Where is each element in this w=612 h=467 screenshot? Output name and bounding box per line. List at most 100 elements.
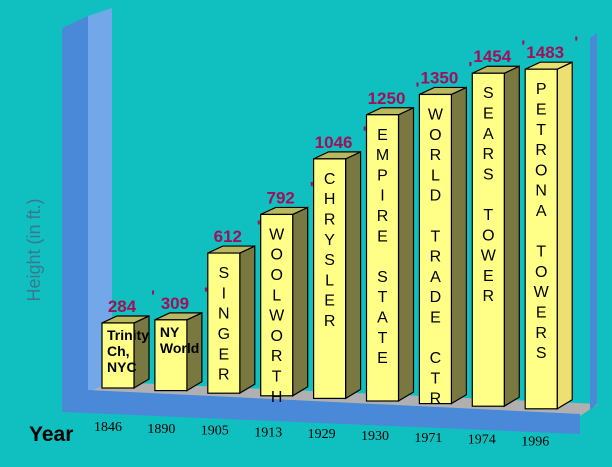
bar-label-letter: G <box>218 326 230 343</box>
value-label: 1350 <box>420 68 458 87</box>
floor-front-slab <box>62 390 580 434</box>
bar-side <box>239 245 256 395</box>
bar-label-letter: W <box>269 308 285 325</box>
bar-label-letter: P <box>377 167 388 184</box>
bar-label-letter: A <box>377 309 388 326</box>
bar-side <box>345 150 362 400</box>
bar-label-letter: R <box>218 367 230 384</box>
bar-label-letter: D <box>430 188 442 205</box>
bar-label-letter: S <box>377 269 388 286</box>
bar-label-letter: R <box>377 208 389 225</box>
value-suffix: ' <box>204 284 208 303</box>
bar-label-letter: T <box>431 228 441 245</box>
y-axis-label: Height (in ft.) <box>24 198 44 301</box>
bar-label-letter: E <box>377 350 388 367</box>
bar-label-line: World <box>160 340 199 356</box>
bar-label-letter: A <box>430 269 441 286</box>
x-tick-label: 1890 <box>147 422 175 437</box>
value-suffix: ' <box>257 217 261 236</box>
bar-label-letter: O <box>429 127 441 144</box>
bar-label-letter: W <box>428 106 444 123</box>
bar-label-letter: L <box>325 272 334 289</box>
bar-label-letter: E <box>536 101 547 118</box>
bar-label-letter: E <box>377 228 388 245</box>
value-suffix: ' <box>574 33 578 52</box>
bar-label-letter: E <box>324 293 335 310</box>
bar-label-letter: S <box>483 166 494 183</box>
bar-label-letter: C <box>430 350 442 367</box>
x-tick-label: 1846 <box>94 420 122 435</box>
bar-label-letter: T <box>431 370 441 387</box>
x-tick-label: 1974 <box>468 433 496 448</box>
bar-label-letter: D <box>430 289 442 306</box>
bar-label-letter: A <box>536 203 547 220</box>
bar-label-letter: O <box>270 328 282 345</box>
bar-front <box>313 158 347 399</box>
value-label: 309 <box>161 294 189 313</box>
bar-front <box>207 252 241 394</box>
bar-label-line: NY <box>160 324 180 340</box>
x-tick-label: 1929 <box>308 427 336 442</box>
bar-label-letter: R <box>430 391 442 408</box>
bar-label-line: Ch, <box>107 343 130 359</box>
value-label: 792 <box>267 188 295 207</box>
bar-label-letter: S <box>483 85 494 102</box>
value-label: 284 <box>108 297 137 316</box>
value-suffix: ' <box>363 123 367 142</box>
bar-label-letter: S <box>324 252 335 269</box>
left-wall-light <box>88 8 112 392</box>
bar-label-letter: L <box>431 167 440 184</box>
bar-label-letter: E <box>483 106 494 123</box>
bar-label-letter: E <box>483 268 494 285</box>
value-suffix: ' <box>416 79 420 98</box>
x-tick-label: 1930 <box>361 429 389 444</box>
bar-front <box>260 213 294 397</box>
bar-label-letter: A <box>483 126 494 143</box>
bar-side <box>556 61 573 410</box>
bar-label-letter: R <box>483 288 495 305</box>
bar-side <box>292 206 309 397</box>
bar-label-letter: Y <box>324 232 335 249</box>
value-suffix: ' <box>310 178 314 197</box>
bar-label-letter: E <box>218 346 229 363</box>
bar-label-letter: O <box>535 162 547 179</box>
bar-label-letter: R <box>535 325 547 342</box>
bar-label-line: Trinity <box>107 327 149 343</box>
bar-label-letter: W <box>269 226 285 243</box>
bar-label-letter: T <box>272 369 282 386</box>
bar-label-letter: C <box>324 171 336 188</box>
bar-label-letter: R <box>324 211 336 228</box>
bar-label-letter: S <box>218 265 229 282</box>
x-axis-label: Year <box>29 423 73 446</box>
bar-label-letter: E <box>430 309 441 326</box>
bar-label-letter: O <box>482 227 494 244</box>
bar-label-letter: R <box>535 142 547 159</box>
value-label: 612 <box>214 227 242 246</box>
bar-label-letter: L <box>272 287 281 304</box>
bar-label-letter: T <box>378 330 388 347</box>
bar-front <box>524 68 558 410</box>
bar-label-letter: R <box>324 313 336 330</box>
bar-label-letter: P <box>536 81 547 98</box>
bar-label-letter: I <box>380 188 384 205</box>
bar-front <box>418 93 452 405</box>
bar-label-letter: R <box>271 348 283 365</box>
x-tick-label: 1971 <box>414 431 442 446</box>
bar-side <box>397 106 415 403</box>
x-tick-label: 1913 <box>254 425 282 440</box>
value-suffix: ' <box>151 287 155 306</box>
value-label: 1250 <box>368 89 406 108</box>
left-wall-dark <box>62 16 88 392</box>
bar-label-letter: N <box>218 306 230 323</box>
bar-label-letter: M <box>376 147 389 164</box>
bar-label-letter: H <box>271 389 283 406</box>
bar-front <box>471 72 505 407</box>
bar-label-letter: T <box>536 244 546 261</box>
bar-label-letter: R <box>430 249 442 266</box>
